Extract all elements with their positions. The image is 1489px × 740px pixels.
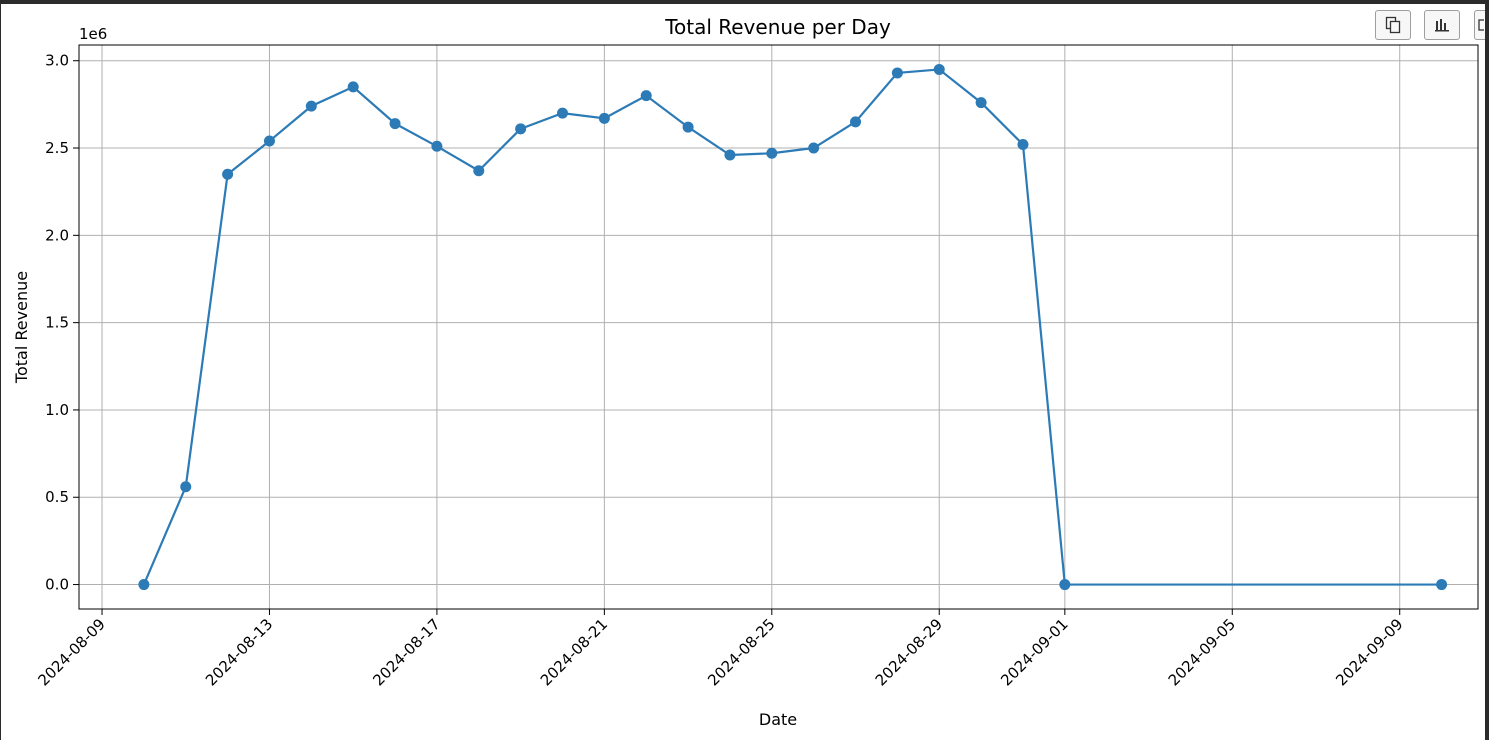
x-tick-label: 2024-08-09 [34,615,108,689]
data-point [1436,579,1448,591]
data-point [473,165,485,177]
copy-button[interactable] [1375,10,1411,40]
data-point [180,481,192,493]
x-tick-label: 2024-08-25 [704,615,778,689]
x-tick-label: 2024-08-13 [202,615,276,689]
series-line [142,68,1442,586]
data-point [431,140,443,152]
x-tick-label: 2024-09-01 [997,615,1071,689]
data-point [933,63,945,75]
x-tick-label: 2024-08-17 [369,615,443,689]
x-tick-label: 2024-09-09 [1332,615,1406,689]
y-tick-label: 0.0 [45,576,69,594]
data-point [766,147,778,159]
x-tick-label: 2024-09-05 [1165,615,1239,689]
data-point [850,116,862,128]
data-point [515,123,527,135]
data-point [305,100,317,112]
data-point [389,118,401,130]
y-axis-offset-label: 1e6 [79,25,107,43]
more-button[interactable] [1474,10,1485,40]
window-top-bar [0,0,1489,4]
y-tick-label: 0.5 [45,488,69,506]
data-point [138,579,150,591]
data-point [975,97,987,109]
y-tick-label: 2.0 [45,226,69,244]
chart-button[interactable] [1424,10,1460,40]
data-point [556,107,568,119]
data-point [347,81,359,93]
y-tick-label: 1.5 [45,314,69,332]
data-point [640,90,652,102]
y-tick-label: 3.0 [45,52,69,70]
data-point [263,135,275,147]
data-point [891,67,903,79]
data-point [724,149,736,161]
series-layer [138,63,1448,591]
data-point [808,142,820,154]
data-point [1017,139,1029,151]
data-point [682,121,694,133]
chart-title: Total Revenue per Day [664,15,891,39]
y-tick-label: 2.5 [45,139,69,157]
x-axis-label: Date [759,710,797,729]
plot-area-frame [78,44,1479,610]
data-point [1059,579,1071,591]
y-axis-label: Total Revenue [12,271,31,384]
square-icon [1478,19,1484,31]
window-right-edge [1485,0,1489,740]
data-point [222,168,234,180]
copy-icon [1385,16,1401,34]
window-left-edge [0,0,1,740]
grid-lines [79,45,1478,609]
y-tick-label: 1.0 [45,401,69,419]
axis-ticks: 0.0 0.5 1.0 1.5 2.0 2.5 3.0 2024-08-09 2024-08-1… [34,52,1406,690]
data-point [598,112,610,124]
x-tick-label: 2024-08-21 [537,615,611,689]
bar-chart-icon [1435,19,1449,32]
x-tick-label: 2024-08-29 [872,615,946,689]
